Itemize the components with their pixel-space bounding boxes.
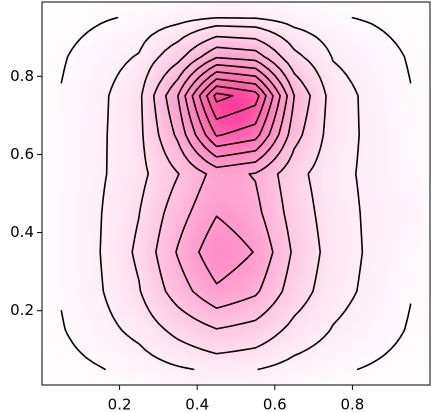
heat-cell xyxy=(119,115,159,155)
heat-cell xyxy=(119,232,159,273)
heat-cell xyxy=(352,154,392,194)
heat-cell xyxy=(42,115,82,155)
heat-cell xyxy=(197,271,237,312)
heat-cell xyxy=(313,2,353,38)
heat-cell xyxy=(158,349,198,385)
heat-cell xyxy=(391,2,430,38)
heat-cell xyxy=(197,154,237,194)
heat-cell xyxy=(80,271,121,312)
contour-line xyxy=(206,85,260,121)
y-tick-label: 0.8 xyxy=(10,67,34,85)
heat-cell xyxy=(313,310,353,351)
heat-cell xyxy=(158,2,198,38)
heat-cell xyxy=(158,271,198,312)
y-tick-label: 0.6 xyxy=(10,145,34,163)
heat-cell xyxy=(80,37,121,77)
heat-cell xyxy=(391,193,430,234)
heat-cell xyxy=(119,37,159,77)
contours xyxy=(60,16,412,371)
heat-cell xyxy=(236,310,276,351)
heatmap xyxy=(42,2,430,385)
x-tick-label: 0.2 xyxy=(108,396,132,412)
heat-cell xyxy=(352,349,392,385)
heat-cell xyxy=(197,310,237,351)
heat-cell xyxy=(119,154,159,194)
heat-cell xyxy=(352,310,392,351)
heat-cell xyxy=(391,349,430,385)
heat-cell xyxy=(158,193,198,234)
heat-cell xyxy=(42,349,82,385)
heat-cell xyxy=(352,37,392,77)
heat-cell xyxy=(80,115,121,155)
axes: 0.2 0.4 0.6 0.8 0.2 0.4 0.6 0.8 xyxy=(10,67,364,412)
heat-cell xyxy=(391,115,430,155)
heat-cell xyxy=(236,193,276,234)
heat-cell xyxy=(236,271,276,312)
y-tick-label: 0.2 xyxy=(10,301,34,319)
heat-cell xyxy=(352,232,392,273)
heat-cell xyxy=(119,271,159,312)
x-tick-label: 0.6 xyxy=(263,396,287,412)
heat-cell xyxy=(197,2,237,38)
heat-cell xyxy=(158,37,198,77)
contour-line xyxy=(177,56,288,285)
x-tick-label: 0.8 xyxy=(340,396,364,412)
heat-cell xyxy=(119,76,159,116)
heat-cell xyxy=(42,37,82,77)
heat-cell xyxy=(313,271,353,312)
contour-line xyxy=(165,46,296,309)
contour-line xyxy=(131,25,327,355)
heat-cell xyxy=(391,310,430,351)
heat-cell xyxy=(197,232,237,273)
heat-cell xyxy=(80,310,121,351)
x-tick-label: 0.4 xyxy=(185,396,209,412)
heat-cell xyxy=(391,154,430,194)
heat-cell xyxy=(391,37,430,77)
heat-cell xyxy=(197,349,237,385)
heat-cell xyxy=(42,193,82,234)
heat-cell xyxy=(236,349,276,385)
heat-cell xyxy=(274,193,315,234)
heat-cell xyxy=(42,154,82,194)
heat-cell xyxy=(236,154,276,194)
heat-cell xyxy=(313,349,353,385)
contour-line xyxy=(152,35,311,330)
heat-cell xyxy=(313,37,353,77)
heat-cell xyxy=(80,154,121,194)
contour-line xyxy=(99,16,364,371)
heat-cell xyxy=(42,2,82,38)
heat-cell xyxy=(313,193,353,234)
contour-line xyxy=(184,63,281,158)
heat-cell xyxy=(158,232,198,273)
heat-cell xyxy=(42,232,82,273)
y-tick-label: 0.4 xyxy=(10,223,34,241)
contour-line xyxy=(198,78,267,137)
heat-cell xyxy=(80,349,121,385)
heat-cell xyxy=(42,271,82,312)
contour-line xyxy=(213,92,234,103)
heat-cell xyxy=(313,154,353,194)
heat-cell xyxy=(391,232,430,273)
heat-cell xyxy=(42,310,82,351)
contour-line xyxy=(60,16,412,371)
heat-cell xyxy=(274,271,315,312)
heat-cell xyxy=(313,76,353,116)
heat-cell xyxy=(274,232,315,273)
heat-cell xyxy=(119,2,159,38)
plot-frame xyxy=(41,1,431,386)
heat-cell xyxy=(197,193,237,234)
contour-line xyxy=(191,71,274,148)
